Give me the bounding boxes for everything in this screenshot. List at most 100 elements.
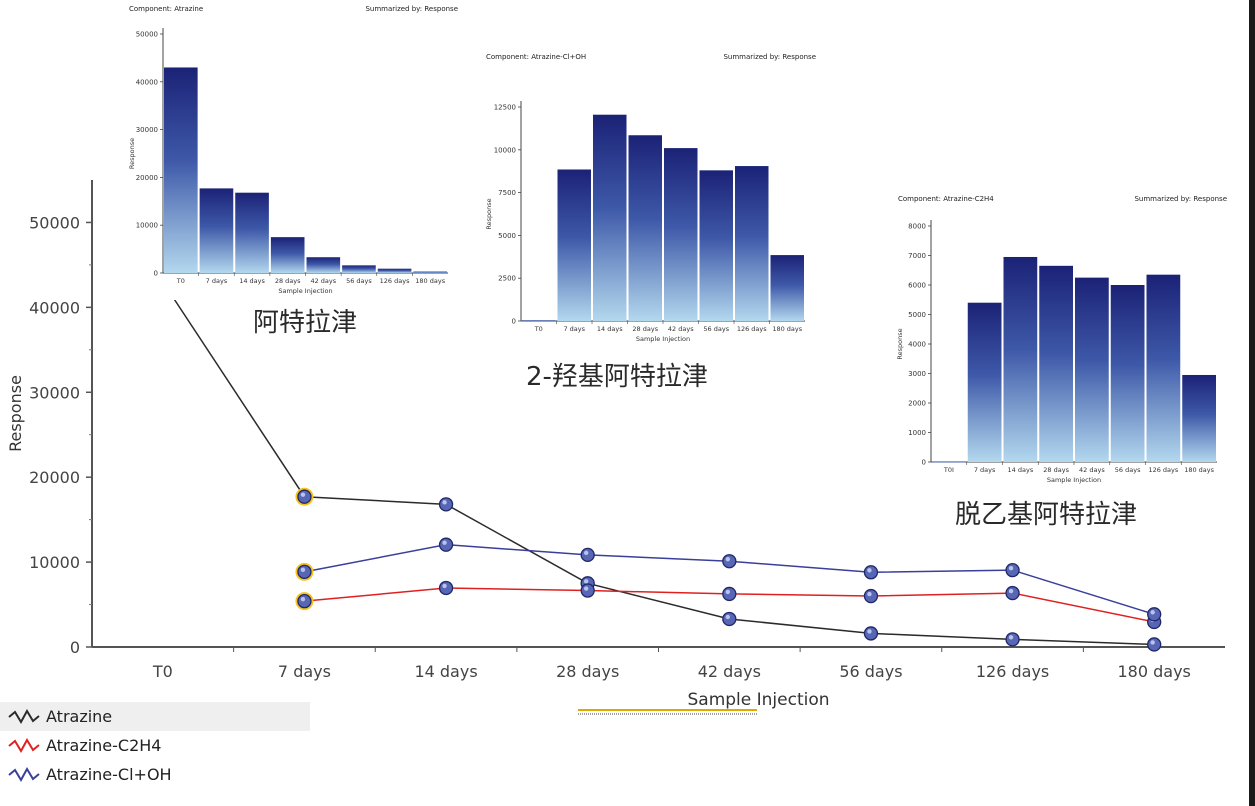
legend-item-atrazine[interactable]: Atrazine xyxy=(0,702,310,731)
data-point xyxy=(580,547,595,563)
data-point-shine xyxy=(442,583,447,589)
inset-y-axis-label: Response xyxy=(896,328,904,359)
data-point-shine xyxy=(1150,640,1155,645)
inset-x-tick-label: 14 days xyxy=(1008,466,1034,474)
inset-component-label: Component: Atrazine xyxy=(129,5,203,13)
data-point-shine xyxy=(1008,588,1014,594)
caption-deethyl-atrazine: 脱乙基阿特拉津 xyxy=(955,500,1138,530)
inset-y-tick-label: 0 xyxy=(154,270,158,278)
inset-component-label: Component: Atrazine-Cl+OH xyxy=(486,53,586,61)
inset-summary-label: Summarized by: Response xyxy=(365,5,458,13)
y-tick-label: 50000 xyxy=(29,213,80,232)
data-point xyxy=(1005,585,1020,601)
inset-bar xyxy=(664,148,698,321)
data-point xyxy=(863,626,879,641)
inset-y-tick-label: 0 xyxy=(922,459,926,467)
line-series-icon xyxy=(8,766,40,782)
inset-bar xyxy=(164,67,198,274)
data-point xyxy=(297,564,312,580)
inset-x-tick-label: 7 days xyxy=(563,325,585,333)
x-tick-label: 180 days xyxy=(1117,662,1190,681)
inset-bar-chart-atrazine-c2h4: Component: Atrazine-C2H4 Summarized by: R… xyxy=(893,190,1233,490)
inset-bar xyxy=(699,170,733,321)
data-point-shine xyxy=(1008,635,1014,640)
inset-x-tick-label: 28 days xyxy=(1043,466,1069,474)
y-tick-label: 30000 xyxy=(29,383,80,402)
legend-item-atrazine-c2h4[interactable]: Atrazine-C2H4 xyxy=(0,731,310,760)
inset-x-tick-label: 14 days xyxy=(239,277,265,285)
inset-y-tick-label: 6000 xyxy=(908,282,926,290)
data-point xyxy=(1005,563,1020,578)
data-point-shine xyxy=(300,492,306,497)
inset-bar xyxy=(306,257,341,273)
inset-x-tick-label: 14 days xyxy=(597,325,623,333)
inset-x-axis-label: Sample Injection xyxy=(636,335,690,343)
data-point-shine xyxy=(1150,610,1155,615)
inset-x-tick-label: 7 days xyxy=(206,277,228,285)
x-tick-label: T0 xyxy=(152,662,173,681)
inset-y-tick-label: 20000 xyxy=(136,174,158,182)
inset-bar xyxy=(593,114,627,321)
inset-x-tick-label: 28 days xyxy=(275,277,301,285)
inset-x-axis-label: Sample Injection xyxy=(1047,476,1101,484)
inset-y-tick-label: 1000 xyxy=(908,429,926,437)
inset-y-tick-label: 12500 xyxy=(494,104,516,112)
inset-y-tick-label: 4000 xyxy=(908,341,926,349)
data-point xyxy=(1147,607,1162,622)
inset-x-tick-label: 42 days xyxy=(310,277,336,285)
y-tick-label: 40000 xyxy=(29,298,80,317)
inset-y-tick-label: 10000 xyxy=(136,222,158,230)
y-tick-label: 20000 xyxy=(29,468,80,487)
inset-x-tick-label: 126 days xyxy=(380,277,410,285)
data-point xyxy=(438,580,454,596)
legend-label: Atrazine-C2H4 xyxy=(46,736,162,755)
series-atrazine-cl-oh xyxy=(295,537,1162,622)
inset-x-tick-label: 42 days xyxy=(1079,466,1105,474)
line-series-icon xyxy=(8,708,40,724)
inset-bar xyxy=(932,462,966,463)
inset-bar xyxy=(770,255,804,321)
inset-y-tick-label: 2000 xyxy=(908,400,926,408)
inset-x-tick-label: T0 xyxy=(176,277,185,285)
data-point xyxy=(297,593,312,609)
inset-bar xyxy=(522,320,556,321)
inset-bar xyxy=(1110,285,1145,462)
data-point-shine xyxy=(583,586,589,591)
inset-bar xyxy=(1039,265,1073,462)
inset-bar xyxy=(628,135,662,321)
data-point-shine xyxy=(300,596,306,602)
legend-label: Atrazine-Cl+OH xyxy=(46,765,172,784)
inset-x-tick-label: 180 days xyxy=(415,277,445,285)
inset-y-tick-label: 10000 xyxy=(494,146,516,154)
x-tick-label: 56 days xyxy=(839,662,902,681)
legend: Atrazine Atrazine-C2H4 Atrazine-Cl+OH xyxy=(0,702,310,789)
y-tick-label: 0 xyxy=(70,638,80,657)
inset-x-tick-label: 42 days xyxy=(668,325,694,333)
inset-y-tick-label: 7500 xyxy=(498,189,516,197)
x-tick-label: 126 days xyxy=(976,662,1049,681)
inset-y-tick-label: 50000 xyxy=(136,31,158,39)
data-point-shine xyxy=(725,557,731,562)
inset-y-tick-label: 30000 xyxy=(136,126,158,134)
inset-x-tick-label: T0I xyxy=(943,466,954,474)
data-point-shine xyxy=(867,629,872,634)
inset-x-tick-label: 126 days xyxy=(1148,466,1178,474)
data-point xyxy=(722,554,737,569)
inset-bar xyxy=(377,268,412,273)
inset-x-tick-label: 56 days xyxy=(346,277,372,285)
inset-y-tick-label: 8000 xyxy=(908,223,926,231)
window-scrollbar[interactable] xyxy=(1249,0,1255,806)
inset-y-tick-label: 0 xyxy=(512,318,516,326)
legend-item-atrazine-cl-oh[interactable]: Atrazine-Cl+OH xyxy=(0,760,310,789)
data-point xyxy=(722,586,737,602)
series-atrazine xyxy=(155,274,1162,652)
data-point-shine xyxy=(583,579,589,584)
inset-bar xyxy=(1182,374,1216,462)
inset-x-tick-label: 28 days xyxy=(632,325,658,333)
line-series-icon xyxy=(8,737,40,753)
inset-y-tick-label: 40000 xyxy=(136,78,158,86)
data-point xyxy=(863,588,879,604)
x-tick-label: 7 days xyxy=(278,662,331,681)
inset-x-tick-label: 126 days xyxy=(737,325,767,333)
